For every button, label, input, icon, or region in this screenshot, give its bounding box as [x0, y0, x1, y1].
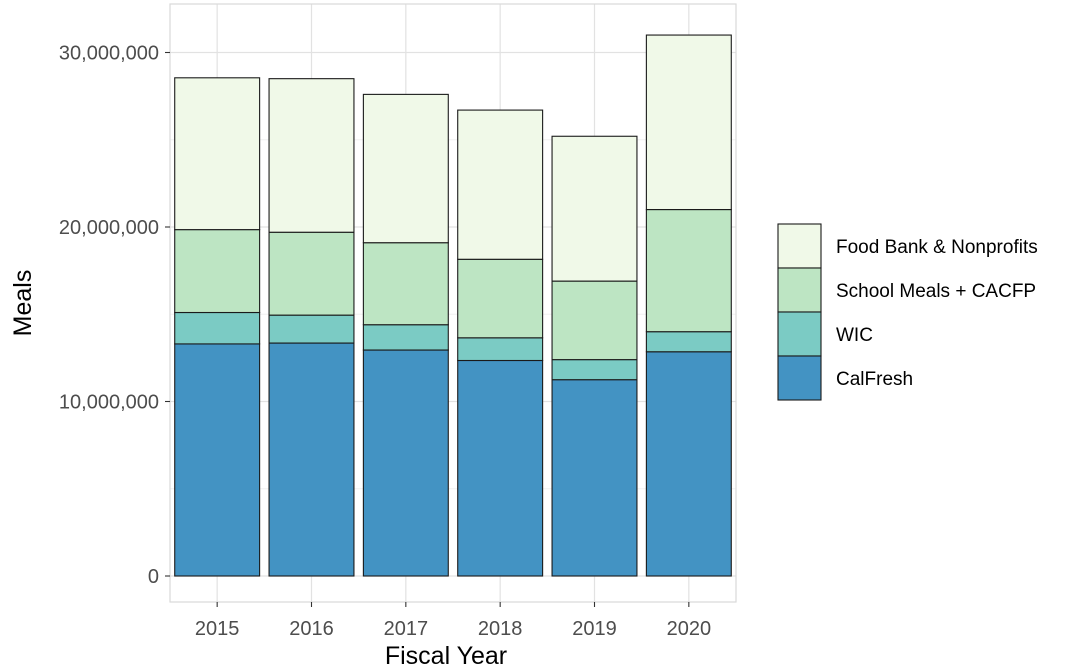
- bar-segment-2015-3: [174, 77, 261, 231]
- bar-segment-2017-3: [362, 93, 449, 244]
- x-tick-label: 2020: [667, 618, 712, 640]
- bar-segment-2018-2: [457, 258, 544, 339]
- legend-key: [777, 267, 822, 313]
- bar-segment-2016-0: [268, 342, 355, 577]
- y-tick-label: 0: [148, 566, 159, 588]
- legend-label: CalFresh: [836, 369, 913, 390]
- bar-segment-2020-0: [645, 351, 732, 577]
- bars: [174, 34, 732, 577]
- legend-label: WIC: [836, 325, 873, 346]
- bar-segment-2015-1: [174, 311, 261, 345]
- bar-segment-2016-1: [268, 314, 355, 344]
- bar-segment-2018-3: [457, 109, 544, 260]
- x-tick-label: 2015: [195, 618, 240, 640]
- bar-segment-2020-2: [645, 209, 732, 333]
- bar-segment-2018-1: [457, 337, 544, 362]
- bar-segment-2017-0: [362, 349, 449, 577]
- bar-segment-2019-0: [551, 379, 638, 577]
- y-tick-label: 10,000,000: [59, 392, 159, 414]
- bar-segment-2019-1: [551, 359, 638, 381]
- panel-border: [169, 3, 737, 603]
- y-axis-ticks: 0 10,000,000 20,000,000 30,000,000: [59, 43, 170, 588]
- x-tick-label: 2016: [289, 618, 334, 640]
- bar-segment-2020-3: [645, 34, 732, 211]
- bar-segment-2020-1: [645, 331, 732, 353]
- bar-segment-2015-2: [174, 229, 261, 314]
- x-axis-ticks: 2015 2016 2017 2018 2019 2020: [195, 602, 711, 640]
- legend-label: School Meals + CACFP: [836, 281, 1036, 302]
- bar-segment-2015-0: [174, 343, 261, 577]
- legend-key: [777, 223, 822, 269]
- legend: Food Bank & Nonprofits School Meals + CAC…: [777, 223, 1038, 401]
- bar-segment-2019-3: [551, 135, 638, 282]
- bar-segment-2017-1: [362, 324, 449, 351]
- y-tick-label: 30,000,000: [59, 43, 159, 65]
- x-tick-label: 2017: [384, 618, 429, 640]
- bar-segment-2018-0: [457, 359, 544, 577]
- x-tick-label: 2018: [478, 618, 523, 640]
- bar-segment-2016-3: [268, 78, 355, 233]
- panel-background: [170, 4, 736, 602]
- bar-segment-2019-2: [551, 280, 638, 361]
- legend-key: [777, 311, 822, 357]
- x-tick-label: 2019: [572, 618, 617, 640]
- legend-key: [777, 355, 822, 401]
- bar-segment-2016-2: [268, 231, 355, 316]
- legend-label: Food Bank & Nonprofits: [836, 237, 1038, 258]
- x-axis-title: Fiscal Year: [385, 642, 507, 670]
- bar-segment-2017-2: [362, 242, 449, 326]
- y-tick-label: 20,000,000: [59, 217, 159, 239]
- y-axis-title: Meals: [9, 270, 37, 337]
